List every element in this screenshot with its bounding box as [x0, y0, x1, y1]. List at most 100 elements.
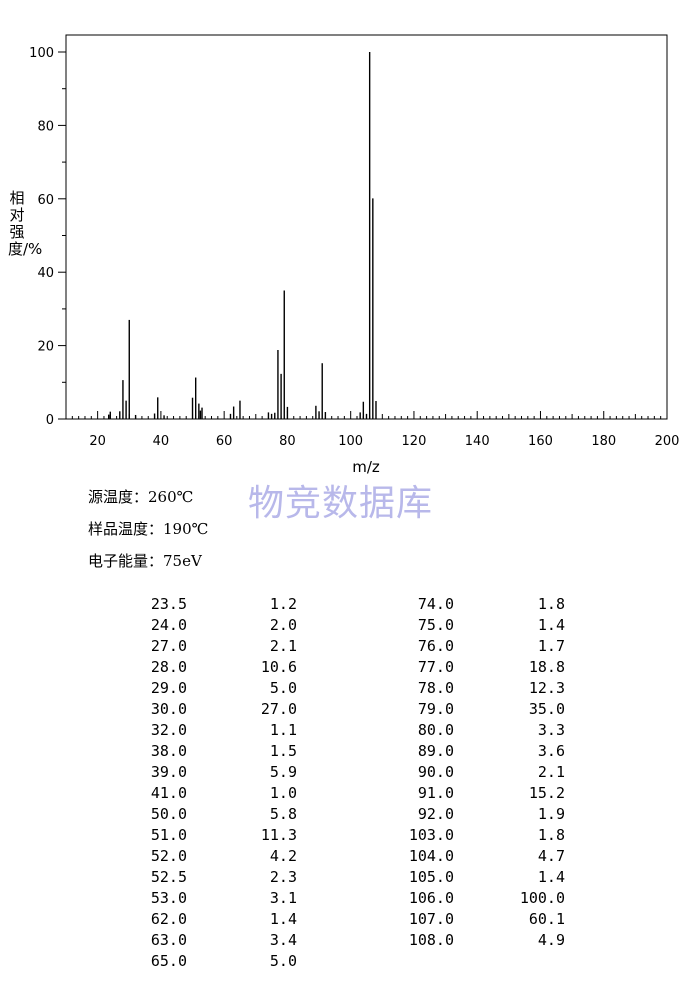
peak-intensity: 35.0: [528, 700, 565, 718]
peak-table-row-right: 107.0 60.1: [0, 909, 696, 930]
y-tick-label: 20: [37, 340, 54, 355]
peak-intensity: 1.8: [537, 595, 565, 613]
peak-table-row-left: 50.0 5.8: [0, 804, 696, 825]
peak-table-row-right: 77.0 18.8: [0, 657, 696, 678]
peak-intensity: 2.0: [269, 616, 297, 634]
x-tick-label: 20: [89, 434, 106, 449]
peak-table-row-right: 90.0 2.1: [0, 762, 696, 783]
peak-intensity: 1.7: [537, 637, 565, 655]
peak-mz: 53.0: [150, 889, 187, 907]
peak-table-row-left: 38.0 1.5: [0, 741, 696, 762]
y-axis-label: 相对强度/%: [8, 189, 43, 258]
peak-intensity: 18.8: [528, 658, 565, 676]
y-tick-label: 100: [29, 46, 54, 61]
peak-table-row-right: 92.0 1.9: [0, 804, 696, 825]
peak-mz: 91.0: [417, 784, 454, 802]
peak-intensity: 11.3: [260, 826, 297, 844]
peak-mz: 38.0: [150, 742, 187, 760]
peak-intensity: 10.6: [260, 658, 297, 676]
peak-table-row-right: 79.0 35.0: [0, 699, 696, 720]
peak-intensity: 15.2: [528, 784, 565, 802]
peak-table-row-left: 51.0 11.3: [0, 825, 696, 846]
peak-intensity: 12.3: [528, 679, 565, 697]
peak-mz: 52.0: [150, 847, 187, 865]
peak-intensity: 2.3: [269, 868, 297, 886]
x-tick-label: 140: [465, 434, 490, 449]
peak-table-row-left: 52.0 4.2: [0, 846, 696, 867]
y-axis-ticks: 0 20 40 60 80 100: [29, 46, 66, 428]
peak-intensity: 5.0: [269, 679, 297, 697]
peak-table-row-left: 39.0 5.9: [0, 762, 696, 783]
peak-table-row-left: 28.0 10.6: [0, 657, 696, 678]
peak-table-row-left: 30.0 27.0: [0, 699, 696, 720]
peak-table-row-left: 65.0 5.0: [0, 951, 696, 972]
peak-table-row-right: 78.0 12.3: [0, 678, 696, 699]
peak-intensity: 3.3: [537, 721, 565, 739]
peak-mz: 24.0: [150, 616, 187, 634]
peak-table-row-right: 105.0 1.4: [0, 867, 696, 888]
peak-intensity: 1.4: [537, 868, 565, 886]
peak-mz: 79.0: [417, 700, 454, 718]
peak-intensity: 5.0: [269, 952, 297, 970]
x-tick-label: 200: [655, 434, 680, 449]
peak-mz: 62.0: [150, 910, 187, 928]
peak-mz: 92.0: [417, 805, 454, 823]
peak-table-row-left: 52.5 2.3: [0, 867, 696, 888]
y-tick-label: 60: [37, 193, 54, 208]
peak-intensity: 1.8: [537, 826, 565, 844]
peak-mz: 78.0: [417, 679, 454, 697]
peak-mz: 39.0: [150, 763, 187, 781]
peak-table-row-right: 76.0 1.7: [0, 636, 696, 657]
peak-intensity: 1.5: [269, 742, 297, 760]
peak-table-row-right: 80.0 3.3: [0, 720, 696, 741]
peak-intensity: 3.6: [537, 742, 565, 760]
peak-mz: 106.0: [408, 889, 454, 907]
plot-frame: [65, 34, 668, 420]
peak-mz: 27.0: [150, 637, 187, 655]
x-tick-label: 80: [279, 434, 296, 449]
x-tick-label: 60: [216, 434, 233, 449]
peak-mz: 76.0: [417, 637, 454, 655]
electron-energy: 电子能量：75eV: [88, 552, 202, 570]
peak-intensity: 60.1: [528, 910, 565, 928]
peak-mz: 28.0: [150, 658, 187, 676]
peak-mz: 90.0: [417, 763, 454, 781]
peak-intensity: 4.9: [537, 931, 565, 949]
peak-intensity: 1.1: [269, 721, 297, 739]
peak-intensity: 5.8: [269, 805, 297, 823]
y-tick-label: 40: [37, 266, 54, 281]
peak-mz: 30.0: [150, 700, 187, 718]
peak-table-row-right: 74.0 1.8: [0, 594, 696, 615]
peak-mz: 104.0: [408, 847, 454, 865]
peak-mz: 51.0: [150, 826, 187, 844]
peak-intensity: 3.1: [269, 889, 297, 907]
peak-table-row-right: 103.0 1.8: [0, 825, 696, 846]
peak-intensity: 1.4: [537, 616, 565, 634]
peak-intensity: 4.7: [537, 847, 565, 865]
peak-intensity: 1.9: [537, 805, 565, 823]
peak-table-row-left: 32.0 1.1: [0, 720, 696, 741]
x-tick-label: 120: [402, 434, 427, 449]
peak-table-row-left: 63.0 3.4: [0, 930, 696, 951]
peak-table-row-left: 24.0 2.0: [0, 615, 696, 636]
peak-intensity: 2.1: [537, 763, 565, 781]
x-tick-label: 40: [153, 434, 170, 449]
peak-table-row-left: 27.0 2.1: [0, 636, 696, 657]
peak-table-row-left: 29.0 5.0: [0, 678, 696, 699]
peak-table-row-left: 23.5 1.2: [0, 594, 696, 615]
spectrum-peaks: [108, 52, 377, 419]
peak-mz: 32.0: [150, 721, 187, 739]
watermark-text: 物竞数据库: [248, 483, 434, 524]
peak-mz: 63.0: [150, 931, 187, 949]
peak-intensity: 4.2: [269, 847, 297, 865]
y-tick-label: 80: [37, 119, 54, 134]
peak-mz: 65.0: [150, 952, 187, 970]
peak-intensity: 100.0: [519, 889, 565, 907]
source-temperature: 源温度：260℃: [88, 488, 194, 506]
peak-intensity: 5.9: [269, 763, 297, 781]
peak-mz: 29.0: [150, 679, 187, 697]
peak-mz: 50.0: [150, 805, 187, 823]
peak-intensity: 3.4: [269, 931, 297, 949]
peak-intensity: 1.2: [269, 595, 297, 613]
